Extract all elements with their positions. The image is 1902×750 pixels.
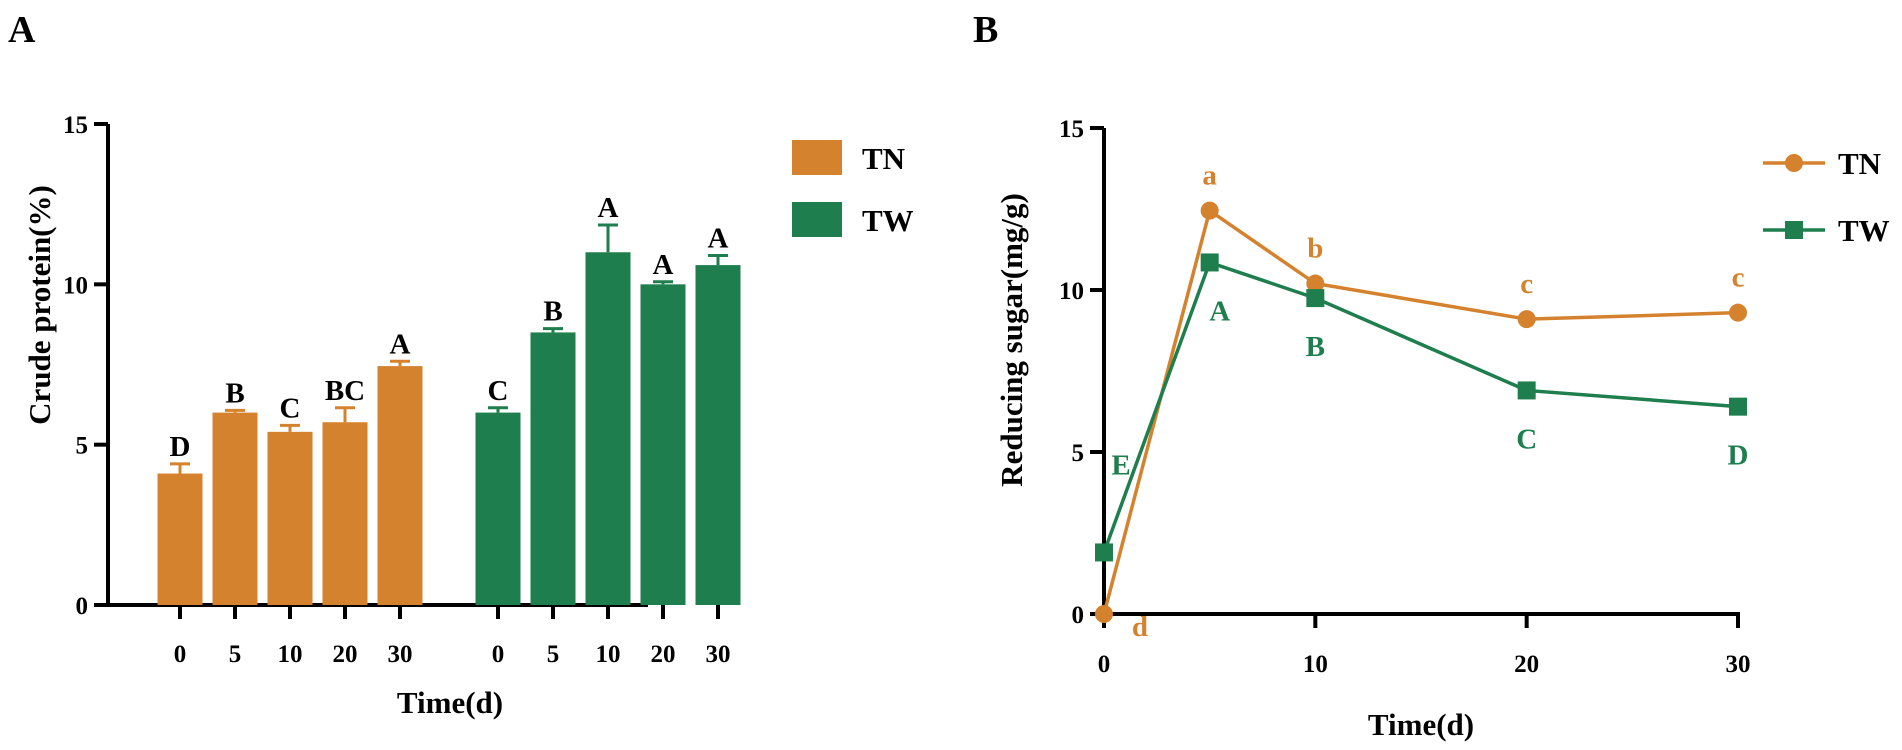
panel-a-x-tick-label: 5 [229,641,242,668]
panel-b-marker-tw [1200,253,1219,272]
panel-a-y-axis-title: Crude protein(%) [22,185,57,425]
panel-b-series-line-tw [1102,260,1739,554]
panel-a-bar-tw [585,252,631,605]
panel-a-significance-letter: A [653,249,674,281]
panel-b-x-tick-label: 30 [1726,651,1751,678]
panel-a-bar-tw [530,332,576,605]
panel-b-marker-tn [1729,303,1747,322]
panel-a-x-tick-label: 0 [174,641,187,668]
panel-b-significance-letter: B [1306,331,1325,363]
panel-b-y-tick-label: 15 [1059,116,1084,143]
panel-a-bar-tw [640,284,686,605]
panel-b-x-axis-title: Time(d) [1368,707,1474,742]
panel-b-series-line-tn [1102,207,1739,615]
panel-a-y-tick-label: 10 [63,272,88,299]
panel-a-bar-tw [695,265,741,605]
panel-b-x-tick-label: 10 [1303,651,1328,678]
panel-b-significance-letter: D [1728,440,1749,472]
panel-b-line-chart: B Reducing sugar(mg/g) Time(d) 0 5 10 15 0 10… [973,9,1890,742]
panel-a-x-tick-label: 5 [547,641,560,668]
panel-b-significance-letter: E [1111,449,1130,481]
panel-a-x-tick-label: 20 [333,641,358,668]
panel-b-marker-tw [1729,397,1747,416]
panel-b-y-tick-label: 10 [1059,278,1084,305]
panel-b-label: B [973,9,998,51]
panel-a-bar-tn [267,431,313,605]
panel-a-legend-label-tw: TW [862,203,914,238]
panel-b-marker-tn [1200,201,1219,220]
panel-a-significance-letter: BC [325,375,365,407]
panel-b-y-tick-label: 5 [1072,440,1085,467]
panel-a-significance-letter: B [543,296,562,328]
panel-b-marker-tw [1517,381,1536,400]
panel-a-bar-tn [157,473,203,605]
panel-b-x-tick-label: 20 [1514,651,1539,678]
panel-a-bar-tn [377,366,423,605]
panel-a-significance-letter: B [225,377,244,409]
panel-a-y-tick-label: 15 [63,112,88,139]
panel-a-y-tick-label: 5 [76,433,89,460]
panel-b-significance-letter: C [1516,423,1537,455]
panel-b-significance-letter: c [1520,268,1533,300]
panel-a-label: A [8,9,36,51]
panel-b-significance-letter: b [1307,233,1323,265]
panel-a-significance-letter: A [598,192,619,224]
panel-a-x-tick-label: 30 [706,641,731,668]
panel-b-marker-tn [1306,274,1325,293]
panel-b-significance-letter: c [1732,262,1745,294]
panel-a-bar-tn [322,422,368,605]
panel-a-bar-chart: A Crude protein(%) Time(d) 0 5 10 15 0 5 10 20 3… [8,9,914,720]
panel-b-significance-letter: d [1132,611,1148,643]
panel-a-x-axis-title: Time(d) [397,685,503,720]
panel-b-legend-marker-tw [1785,221,1803,239]
panel-a-legend-label-tn: TN [862,141,905,176]
panel-a-bar-tn [212,412,258,605]
panel-b-marker-tw [1095,543,1113,562]
panel-b-legend-label-tn: TN [1838,146,1881,181]
panel-a-legend-swatch-tw [792,202,842,237]
panel-a-y-tick-label: 0 [76,593,89,620]
panel-a-significance-letter: C [488,375,509,407]
panel-a-x-tick-label: 10 [596,641,621,668]
panel-b-y-tick-label: 0 [1072,602,1085,629]
panel-a-x-tick-label: 30 [388,641,413,668]
panel-b-y-axis-title: Reducing sugar(mg/g) [994,193,1029,487]
panel-a-x-tick-label: 20 [651,641,676,668]
panel-a-significance-letter: D [170,431,191,463]
panel-b-legend-marker-tn [1785,154,1803,172]
panel-a-x-tick-label: 10 [278,641,303,668]
panel-b-significance-letter: A [1209,295,1230,327]
panel-b-legend-label-tw: TW [1838,213,1890,248]
panel-b-marker-tn [1095,605,1113,623]
panel-a-significance-letter: A [390,328,411,360]
panel-a-significance-letter: A [708,222,729,254]
panel-b-x-tick-label: 0 [1098,651,1111,678]
panel-b-marker-tw [1306,289,1325,308]
panel-b-significance-letter: a [1202,160,1217,192]
panel-a-legend-swatch-tn [792,140,842,175]
panel-b-marker-tn [1517,310,1536,329]
panel-a-x-tick-label: 0 [492,641,505,668]
panel-a-bar-tw [475,412,521,605]
panel-a-significance-letter: C [280,392,301,424]
